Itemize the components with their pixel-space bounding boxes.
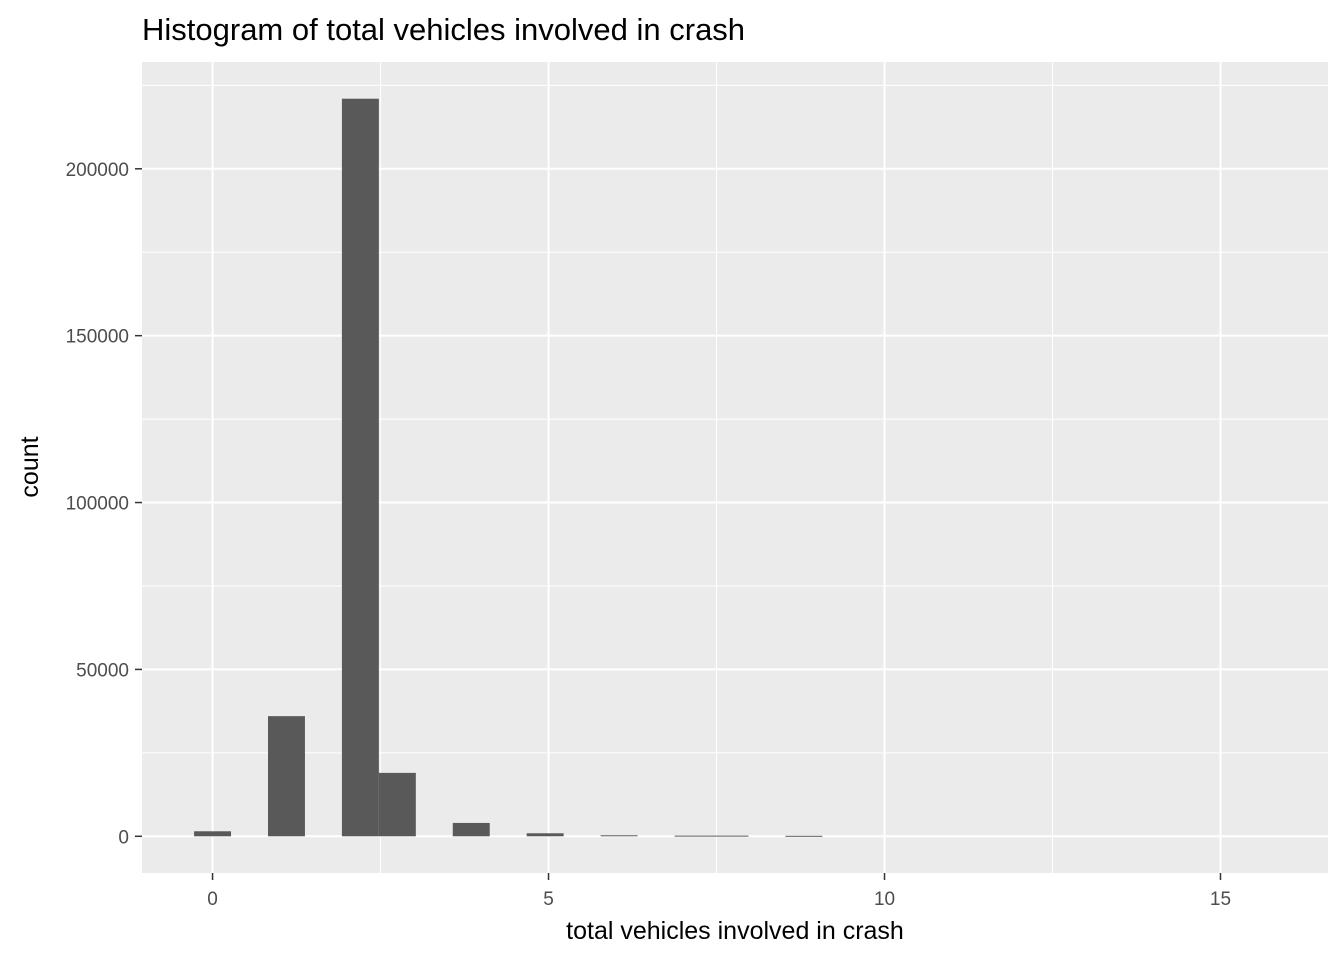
x-tick-label: 15 [1210,889,1231,910]
y-tick-label: 0 [118,827,129,848]
chart-title: Histogram of total vehicles involved in … [142,12,745,47]
x-axis-title: total vehicles involved in crash [566,917,904,945]
histogram-bar [711,835,749,837]
histogram-bar [674,835,712,837]
histogram-bar [378,772,416,837]
histogram-bar [785,835,823,837]
y-axis-tick-labels: 0 50000 100000 150000 200000 [66,160,129,848]
y-tick-label: 50000 [76,660,129,681]
plot-panel [142,62,1328,873]
minor-gridlines [142,62,1328,873]
histogram-bar [452,822,490,837]
y-tick-label: 200000 [66,160,129,181]
histogram-bar [526,833,564,837]
histogram-bars [194,98,823,837]
histogram-bar [341,98,379,837]
histogram-bar [600,835,638,837]
histogram-bar [194,831,232,837]
y-tick-label: 150000 [66,327,129,348]
y-tick-label: 100000 [66,494,129,515]
axis-ticks [135,168,1222,880]
x-axis-tick-labels: 0 5 10 15 [207,889,1231,910]
x-tick-label: 5 [543,889,554,910]
histogram-bar [267,716,305,837]
x-tick-label: 0 [207,889,218,910]
y-axis-title: count [16,436,44,497]
x-tick-label: 10 [874,889,895,910]
